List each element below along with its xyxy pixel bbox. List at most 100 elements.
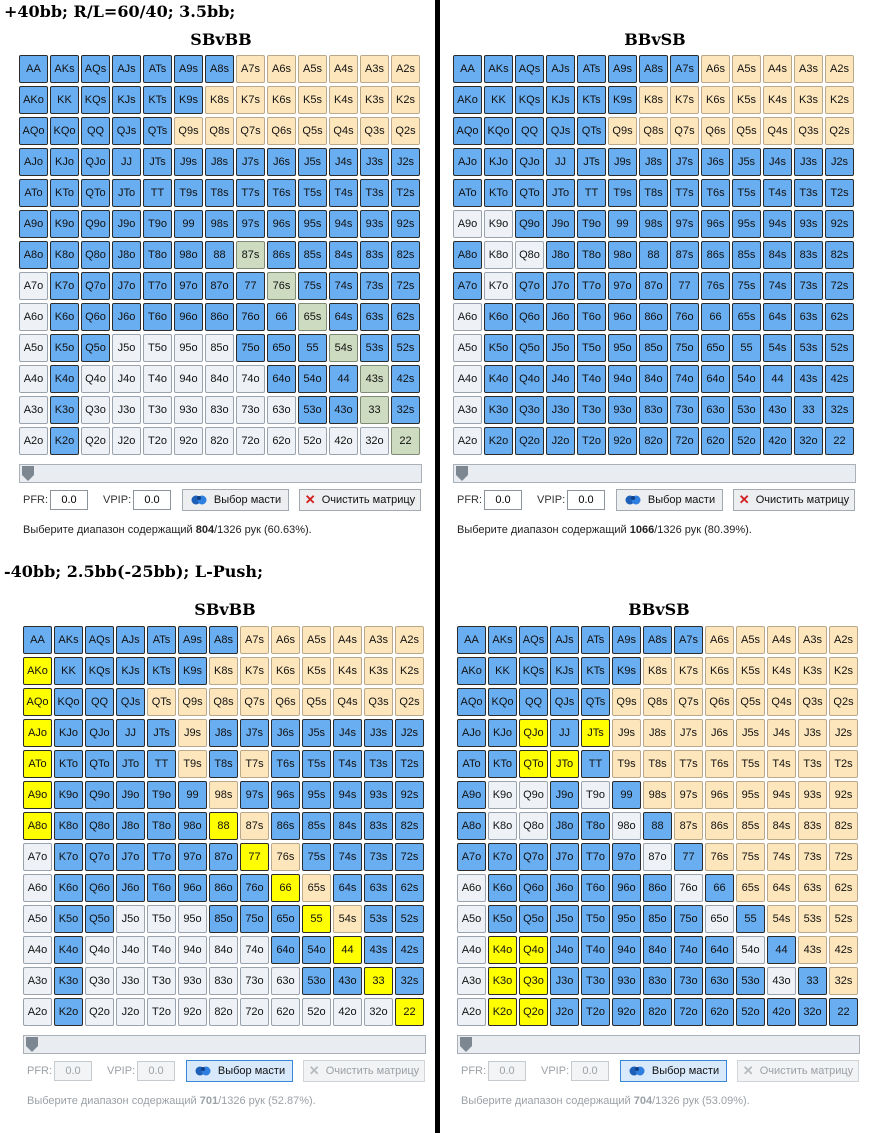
- hand-cell-a9o[interactable]: A9o: [23, 781, 52, 809]
- vpip-input[interactable]: 0.0: [137, 1061, 175, 1081]
- hand-cell-k3s[interactable]: K3s: [794, 86, 823, 114]
- hand-cell-j9s[interactable]: J9s: [178, 719, 207, 747]
- hand-cell-92s[interactable]: 92s: [395, 781, 424, 809]
- hand-cell-j6s[interactable]: J6s: [705, 719, 734, 747]
- hand-cell-q9o[interactable]: Q9o: [515, 210, 544, 238]
- hand-cell-93o[interactable]: 93o: [612, 967, 641, 995]
- hand-cell-aa[interactable]: AA: [23, 626, 52, 654]
- hand-cell-a6s[interactable]: A6s: [705, 626, 734, 654]
- hand-cell-k2s[interactable]: K2s: [395, 657, 424, 685]
- hand-cell-kts[interactable]: KTs: [577, 86, 606, 114]
- hand-cell-k4s[interactable]: K4s: [333, 657, 362, 685]
- hand-cell-q4s[interactable]: Q4s: [767, 688, 796, 716]
- hand-cell-q4s[interactable]: Q4s: [329, 117, 358, 145]
- hand-cell-k5s[interactable]: K5s: [736, 657, 765, 685]
- hand-cell-95o[interactable]: 95o: [612, 905, 641, 933]
- hand-cell-65o[interactable]: 65o: [271, 905, 300, 933]
- hand-cell-92o[interactable]: 92o: [178, 998, 207, 1026]
- hand-cell-a7o[interactable]: A7o: [19, 272, 48, 300]
- hand-cell-j7s[interactable]: J7s: [670, 148, 699, 176]
- hand-cell-55[interactable]: 55: [736, 905, 765, 933]
- hand-cell-75o[interactable]: 75o: [670, 334, 699, 362]
- hand-cell-a7o[interactable]: A7o: [457, 843, 486, 871]
- hand-cell-t2o[interactable]: T2o: [147, 998, 176, 1026]
- hand-cell-t6o[interactable]: T6o: [147, 874, 176, 902]
- hand-cell-96s[interactable]: 96s: [701, 210, 730, 238]
- hand-cell-q5s[interactable]: Q5s: [736, 688, 765, 716]
- hand-cell-jto[interactable]: JTo: [546, 179, 575, 207]
- hand-cell-62o[interactable]: 62o: [705, 998, 734, 1026]
- hand-cell-63o[interactable]: 63o: [701, 396, 730, 424]
- hand-cell-93s[interactable]: 93s: [798, 781, 827, 809]
- hand-cell-t3s[interactable]: T3s: [798, 750, 827, 778]
- hand-cell-77[interactable]: 77: [240, 843, 269, 871]
- hand-cell-a3s[interactable]: A3s: [798, 626, 827, 654]
- hand-cell-k6s[interactable]: K6s: [267, 86, 296, 114]
- hand-cell-a2o[interactable]: A2o: [453, 427, 482, 455]
- hand-cell-86o[interactable]: 86o: [205, 303, 234, 331]
- hand-cell-q9o[interactable]: Q9o: [81, 210, 110, 238]
- hand-cell-32s[interactable]: 32s: [395, 967, 424, 995]
- hand-cell-t6s[interactable]: T6s: [701, 179, 730, 207]
- hand-cell-tt[interactable]: TT: [143, 179, 172, 207]
- hand-cell-aks[interactable]: AKs: [54, 626, 83, 654]
- hand-cell-33[interactable]: 33: [360, 396, 389, 424]
- range-slider[interactable]: [453, 464, 856, 483]
- hand-cell-55[interactable]: 55: [732, 334, 761, 362]
- hand-cell-43o[interactable]: 43o: [767, 967, 796, 995]
- hand-cell-52s[interactable]: 52s: [829, 905, 858, 933]
- hand-cell-q5o[interactable]: Q5o: [85, 905, 114, 933]
- hand-cell-98o[interactable]: 98o: [608, 241, 637, 269]
- hand-cell-53s[interactable]: 53s: [364, 905, 393, 933]
- hand-cell-j5o[interactable]: J5o: [116, 905, 145, 933]
- hand-cell-k9o[interactable]: K9o: [488, 781, 517, 809]
- hand-cell-95o[interactable]: 95o: [608, 334, 637, 362]
- hand-cell-kto[interactable]: KTo: [50, 179, 79, 207]
- hand-cell-j2o[interactable]: J2o: [112, 427, 141, 455]
- hand-cell-t4o[interactable]: T4o: [577, 365, 606, 393]
- hand-cell-52o[interactable]: 52o: [736, 998, 765, 1026]
- hand-cell-a3s[interactable]: A3s: [364, 626, 393, 654]
- hand-cell-t4o[interactable]: T4o: [581, 936, 610, 964]
- hand-cell-q6o[interactable]: Q6o: [81, 303, 110, 331]
- hand-cell-82s[interactable]: 82s: [829, 812, 858, 840]
- pfr-input[interactable]: 0.0: [54, 1061, 92, 1081]
- hand-cell-a3o[interactable]: A3o: [457, 967, 486, 995]
- hand-cell-43o[interactable]: 43o: [333, 967, 362, 995]
- hand-cell-42o[interactable]: 42o: [329, 427, 358, 455]
- hand-cell-22[interactable]: 22: [391, 427, 420, 455]
- hand-cell-t2o[interactable]: T2o: [577, 427, 606, 455]
- hand-cell-t7s[interactable]: T7s: [240, 750, 269, 778]
- hand-cell-q3o[interactable]: Q3o: [85, 967, 114, 995]
- hand-cell-63s[interactable]: 63s: [798, 874, 827, 902]
- hand-cell-q2s[interactable]: Q2s: [825, 117, 854, 145]
- hand-cell-42s[interactable]: 42s: [825, 365, 854, 393]
- hand-cell-65s[interactable]: 65s: [736, 874, 765, 902]
- hand-cell-a6o[interactable]: A6o: [23, 874, 52, 902]
- hand-cell-63o[interactable]: 63o: [705, 967, 734, 995]
- hand-cell-q9s[interactable]: Q9s: [174, 117, 203, 145]
- hand-cell-k6s[interactable]: K6s: [701, 86, 730, 114]
- hand-cell-k8o[interactable]: K8o: [484, 241, 513, 269]
- hand-cell-jj[interactable]: JJ: [112, 148, 141, 176]
- hand-cell-a2s[interactable]: A2s: [391, 55, 420, 83]
- hand-cell-t6o[interactable]: T6o: [577, 303, 606, 331]
- hand-cell-k2s[interactable]: K2s: [391, 86, 420, 114]
- hand-cell-t9o[interactable]: T9o: [143, 210, 172, 238]
- hand-cell-k6s[interactable]: K6s: [271, 657, 300, 685]
- hand-cell-85o[interactable]: 85o: [643, 905, 672, 933]
- hand-cell-a4o[interactable]: A4o: [19, 365, 48, 393]
- hand-cell-85o[interactable]: 85o: [209, 905, 238, 933]
- hand-cell-96s[interactable]: 96s: [705, 781, 734, 809]
- hand-cell-73s[interactable]: 73s: [798, 843, 827, 871]
- hand-cell-84o[interactable]: 84o: [209, 936, 238, 964]
- hand-cell-j2s[interactable]: J2s: [829, 719, 858, 747]
- hand-cell-a5s[interactable]: A5s: [736, 626, 765, 654]
- hand-cell-t5o[interactable]: T5o: [581, 905, 610, 933]
- hand-cell-62s[interactable]: 62s: [391, 303, 420, 331]
- hand-cell-t3s[interactable]: T3s: [364, 750, 393, 778]
- hand-cell-73o[interactable]: 73o: [236, 396, 265, 424]
- hand-cell-q3s[interactable]: Q3s: [798, 688, 827, 716]
- suit-select-button[interactable]: Выбор масти: [616, 489, 723, 511]
- hand-cell-aqs[interactable]: AQs: [515, 55, 544, 83]
